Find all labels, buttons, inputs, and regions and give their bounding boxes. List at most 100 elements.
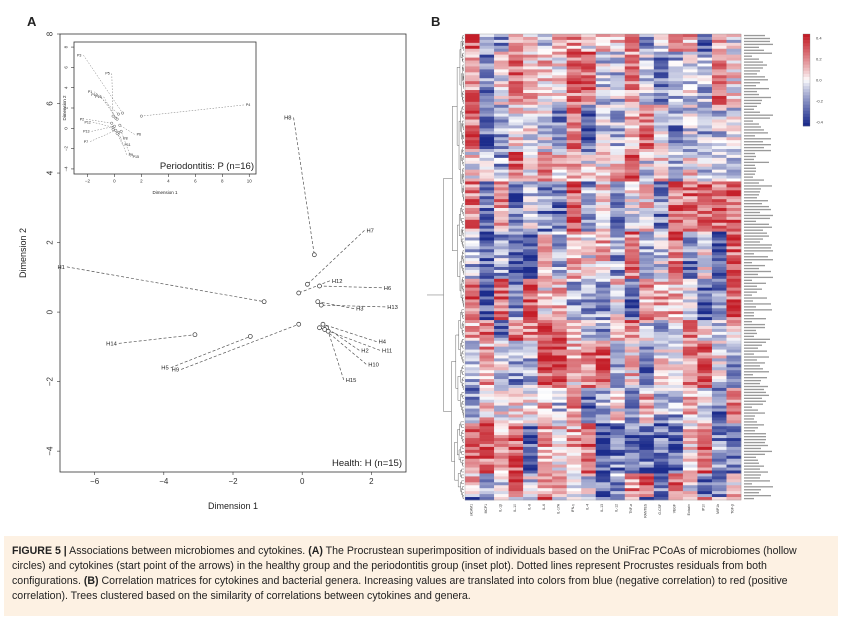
heatmap-cell [494, 146, 509, 150]
heatmap-cell [726, 243, 742, 247]
heatmap-cell [508, 364, 524, 368]
heatmap-cell [697, 455, 713, 460]
row-label [744, 70, 760, 72]
heatmap-cell [726, 172, 742, 176]
heatmap-cell [465, 92, 480, 97]
heatmap-cell [537, 190, 553, 194]
heatmap-cell [711, 482, 727, 486]
heatmap-cell [479, 163, 495, 168]
panel-b-letter: B [431, 14, 441, 29]
heatmap-cell [479, 494, 495, 498]
microbiome-point [317, 325, 322, 331]
heatmap-cell [523, 157, 538, 162]
heatmap-cell [697, 202, 713, 206]
heatmap-cell [508, 63, 524, 67]
heatmap-cell [624, 382, 640, 386]
heatmap-cell [682, 151, 698, 156]
heatmap-cell [697, 134, 713, 138]
heatmap-cell [465, 72, 480, 76]
heatmap-cell [653, 199, 669, 203]
row-label [744, 415, 755, 417]
microbiome-point [111, 127, 115, 131]
heatmap-cell [581, 107, 597, 111]
heatmap-cell [552, 417, 567, 421]
heatmap-cell [465, 199, 480, 203]
heatmap-cell [726, 387, 742, 392]
heatmap-cell [711, 75, 727, 79]
heatmap-cell [508, 408, 524, 412]
heatmap-cell [581, 216, 597, 221]
row-label [744, 379, 761, 382]
heatmap-cell [537, 325, 553, 330]
heatmap-cell [479, 213, 495, 218]
heatmap-cell [668, 187, 684, 191]
heatmap-cell [697, 405, 713, 409]
heatmap-cell [552, 196, 567, 200]
heatmap-cell [697, 196, 713, 200]
heatmap-cell [639, 311, 655, 315]
heatmap-cell [552, 255, 567, 259]
heatmap-cell [653, 75, 669, 79]
heatmap-cell [465, 429, 480, 433]
heatmap-cell [566, 414, 582, 418]
heatmap-cell [494, 314, 509, 318]
heatmap-cell [523, 402, 538, 406]
heatmap-cell [479, 379, 495, 383]
heatmap-cell [653, 485, 669, 489]
heatmap-cell [610, 355, 626, 359]
row-label [744, 441, 765, 444]
heatmap-cell [624, 57, 640, 61]
heatmap-cell [552, 429, 567, 433]
heatmap-cell [494, 39, 509, 44]
heatmap-cell [595, 122, 611, 126]
heatmap-cell [595, 485, 611, 489]
heatmap-cell [726, 302, 742, 306]
heatmap-cell [610, 140, 626, 144]
heatmap-cell [711, 39, 727, 44]
heatmap-cell [479, 281, 495, 285]
heatmap-cell [508, 435, 524, 439]
heatmap-cell [508, 149, 524, 153]
periodontitis-legend: Periodontitis: P (n=16) [160, 161, 254, 172]
heatmap-cell [610, 302, 626, 306]
heatmap-cell [479, 435, 495, 439]
heatmap-cell [566, 60, 582, 64]
row-label [744, 329, 756, 332]
heatmap-cell [523, 216, 538, 221]
column-label: G-CSF [658, 504, 662, 515]
heatmap-cell [508, 269, 524, 274]
row-label [744, 474, 761, 476]
heatmap-cell [566, 122, 582, 126]
heatmap-cell [624, 323, 640, 327]
heatmap-cell [537, 116, 553, 120]
caption-b-label: (B) [83, 575, 99, 587]
heatmap-cell [581, 51, 597, 55]
heatmap-cell [668, 110, 684, 114]
heatmap-cell [494, 196, 509, 200]
heatmap-cell [566, 243, 582, 247]
heatmap-cell [465, 219, 480, 224]
row-label [744, 188, 761, 190]
heatmap-cell [668, 267, 684, 271]
heatmap-cell [537, 222, 553, 227]
heatmap-cell [726, 269, 742, 274]
heatmap-cell [726, 110, 742, 114]
heatmap-cell [566, 196, 582, 200]
heatmap-cell [668, 476, 684, 480]
heatmap-cell [566, 104, 582, 109]
heatmap-cell [697, 36, 713, 41]
heatmap-cell [566, 157, 582, 162]
row-label [744, 397, 762, 399]
row-label [744, 447, 761, 450]
heatmap-cell [581, 408, 597, 412]
heatmap-cell [697, 488, 713, 492]
heatmap-cell [508, 193, 524, 197]
heatmap-cell [552, 151, 567, 156]
heatmap-cell [479, 370, 495, 374]
heatmap-cell [711, 249, 727, 253]
heatmap-cell [668, 497, 684, 501]
heatmap-cell [508, 140, 524, 144]
x-tick-label: 6 [194, 179, 197, 184]
heatmap-cell [479, 243, 495, 247]
